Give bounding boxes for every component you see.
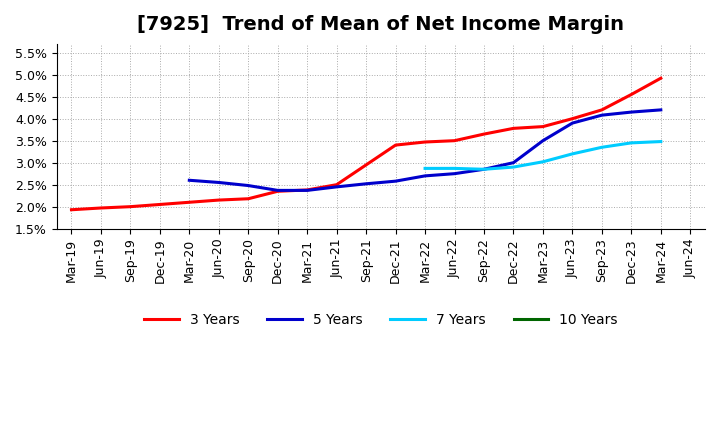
- 7 Years: [539, 159, 547, 165]
- Legend: 3 Years, 5 Years, 7 Years, 10 Years: 3 Years, 5 Years, 7 Years, 10 Years: [138, 308, 624, 333]
- 3 Years: [96, 205, 105, 211]
- 5 Years: [333, 184, 341, 190]
- Title: [7925]  Trend of Mean of Net Income Margin: [7925] Trend of Mean of Net Income Margi…: [138, 15, 624, 34]
- 5 Years: [568, 121, 577, 126]
- 7 Years: [480, 167, 488, 172]
- 7 Years: [568, 151, 577, 157]
- 3 Years: [539, 124, 547, 129]
- 3 Years: [333, 182, 341, 187]
- 5 Years: [598, 113, 606, 118]
- 3 Years: [244, 196, 253, 202]
- 3 Years: [156, 202, 164, 207]
- 3 Years: [568, 116, 577, 121]
- 3 Years: [657, 76, 665, 81]
- 3 Years: [303, 187, 312, 193]
- 5 Years: [657, 107, 665, 113]
- 5 Years: [420, 173, 429, 179]
- 3 Years: [185, 200, 194, 205]
- 5 Years: [480, 167, 488, 172]
- 5 Years: [627, 110, 636, 115]
- 3 Years: [598, 107, 606, 113]
- 5 Years: [274, 188, 282, 193]
- 5 Years: [509, 160, 518, 165]
- 5 Years: [362, 181, 371, 187]
- 3 Years: [67, 207, 76, 213]
- 7 Years: [657, 139, 665, 144]
- 3 Years: [420, 139, 429, 145]
- 3 Years: [126, 204, 135, 209]
- 5 Years: [539, 138, 547, 143]
- 3 Years: [362, 162, 371, 168]
- 3 Years: [627, 92, 636, 97]
- 7 Years: [598, 145, 606, 150]
- 7 Years: [509, 165, 518, 170]
- Line: 5 Years: 5 Years: [189, 110, 661, 191]
- 7 Years: [627, 140, 636, 146]
- 3 Years: [391, 143, 400, 148]
- 3 Years: [215, 198, 223, 203]
- 3 Years: [450, 138, 459, 143]
- Line: 7 Years: 7 Years: [425, 142, 661, 169]
- 5 Years: [215, 180, 223, 185]
- 7 Years: [450, 166, 459, 171]
- Line: 3 Years: 3 Years: [71, 78, 661, 210]
- 7 Years: [420, 166, 429, 171]
- 5 Years: [185, 178, 194, 183]
- 3 Years: [509, 126, 518, 131]
- 3 Years: [274, 189, 282, 194]
- 5 Years: [244, 183, 253, 188]
- 5 Years: [303, 188, 312, 193]
- 5 Years: [450, 171, 459, 176]
- 5 Years: [391, 179, 400, 184]
- 3 Years: [480, 132, 488, 137]
